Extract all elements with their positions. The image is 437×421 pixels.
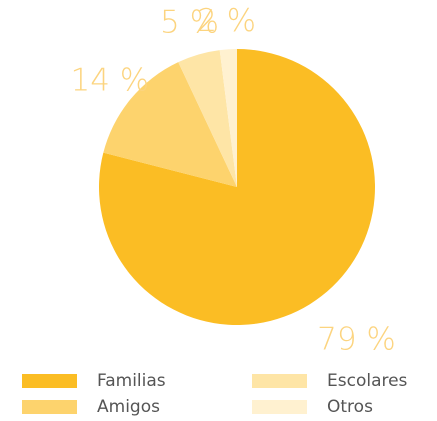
legend-label: Otros xyxy=(327,397,373,417)
slice-label: 79 % xyxy=(317,322,396,358)
legend-swatch xyxy=(252,400,307,414)
legend-swatch xyxy=(22,374,77,388)
legend-swatch xyxy=(22,400,77,414)
pie-slice xyxy=(178,50,237,188)
pie-slice xyxy=(219,49,237,187)
slice-label: 5 % xyxy=(160,4,219,40)
legend-label: Familias xyxy=(97,371,166,391)
legend-label: Escolares xyxy=(327,371,408,391)
legend-label: Amigos xyxy=(97,397,160,417)
legend-swatch xyxy=(252,374,307,388)
pie-slice xyxy=(103,62,237,187)
slice-label: 14 % xyxy=(70,62,149,98)
slice-label: 2 % xyxy=(197,3,256,39)
pie-slice xyxy=(98,49,376,326)
